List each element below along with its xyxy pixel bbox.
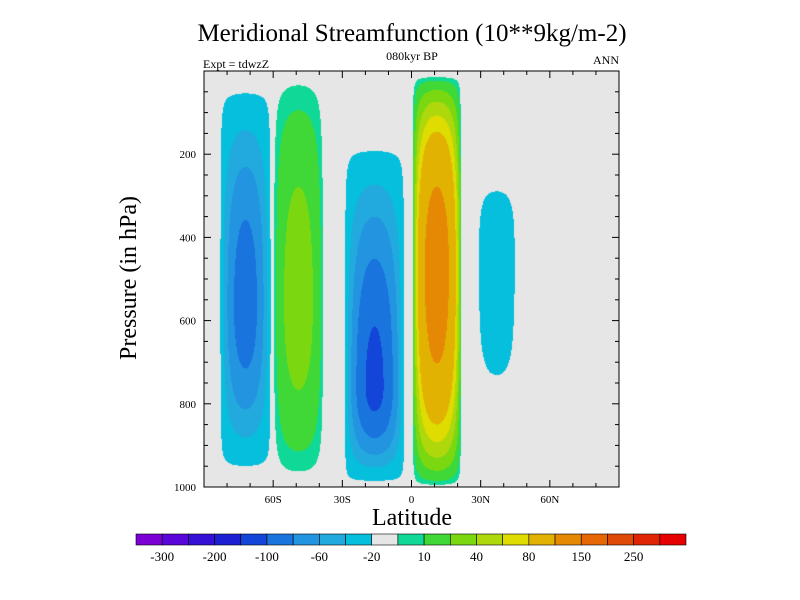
y-tick-label: 400 [180, 232, 197, 244]
colorbar-label: -20 [363, 549, 380, 564]
colorbar-label: 150 [571, 549, 591, 564]
colorbar-swatch [633, 533, 661, 546]
colorbar-swatch [266, 533, 294, 546]
colorbar-swatch [319, 533, 346, 546]
x-tick-label: 0 [409, 494, 415, 506]
colorbar-swatch [397, 533, 425, 546]
colorbar-swatch [423, 533, 451, 546]
x-tick-label: 30N [471, 494, 490, 506]
colorbar-swatch [135, 533, 163, 546]
colorbar: -300 -200 -100 -60 -20 10 40 80 150 250 [135, 533, 687, 564]
x-tick-label: 60N [540, 494, 559, 506]
contour-field [204, 71, 619, 487]
colorbar-swatch [449, 533, 477, 546]
colorbar-swatch [161, 533, 189, 546]
y-tick-label: 600 [180, 316, 197, 328]
colorbar-swatch [188, 533, 215, 546]
colorbar-label: 80 [522, 549, 535, 564]
x-tick-label: 60S [265, 494, 282, 506]
colorbar-swatch [554, 533, 582, 546]
chart-subtitle-right: ANN [593, 53, 619, 67]
colorbar-swatch [580, 533, 608, 546]
colorbar-swatch [607, 533, 634, 546]
colorbar-swatch [528, 533, 556, 546]
colorbar-label: -100 [255, 549, 279, 564]
y-axis-label: Pressure (in hPa) [116, 196, 142, 360]
colorbar-swatch [240, 533, 268, 546]
colorbar-swatch [659, 533, 687, 546]
x-axis: 60S 30S 0 30N 60N [226, 71, 597, 506]
colorbar-label: -60 [311, 549, 328, 564]
x-axis-label: Latitude [372, 505, 452, 531]
y-axis: 200 400 600 800 1000 [174, 91, 619, 494]
colorbar-label: 10 [418, 549, 431, 564]
plot-area [203, 70, 620, 488]
colorbar-label: -300 [150, 549, 174, 564]
x-tick-label: 30S [334, 494, 351, 506]
y-tick-label: 800 [180, 399, 197, 411]
colorbar-label: 40 [470, 549, 483, 564]
y-tick-label: 200 [180, 149, 197, 161]
chart-subtitle-left: Expt = tdwzZ [203, 57, 269, 71]
colorbar-swatch [214, 533, 242, 546]
colorbar-swatch [371, 533, 399, 546]
colorbar-label: -200 [203, 549, 227, 564]
colorbar-label: 250 [624, 549, 644, 564]
chart-subtitle-center: 080kyr BP [386, 49, 438, 63]
colorbar-swatch [502, 533, 530, 546]
colorbar-swatch [345, 533, 373, 546]
colorbar-swatch [292, 533, 320, 546]
chart-title: Meridional Streamfunction (10**9kg/m-2) [197, 20, 626, 47]
y-tick-label: 1000 [174, 482, 197, 494]
colorbar-swatch [476, 533, 503, 546]
